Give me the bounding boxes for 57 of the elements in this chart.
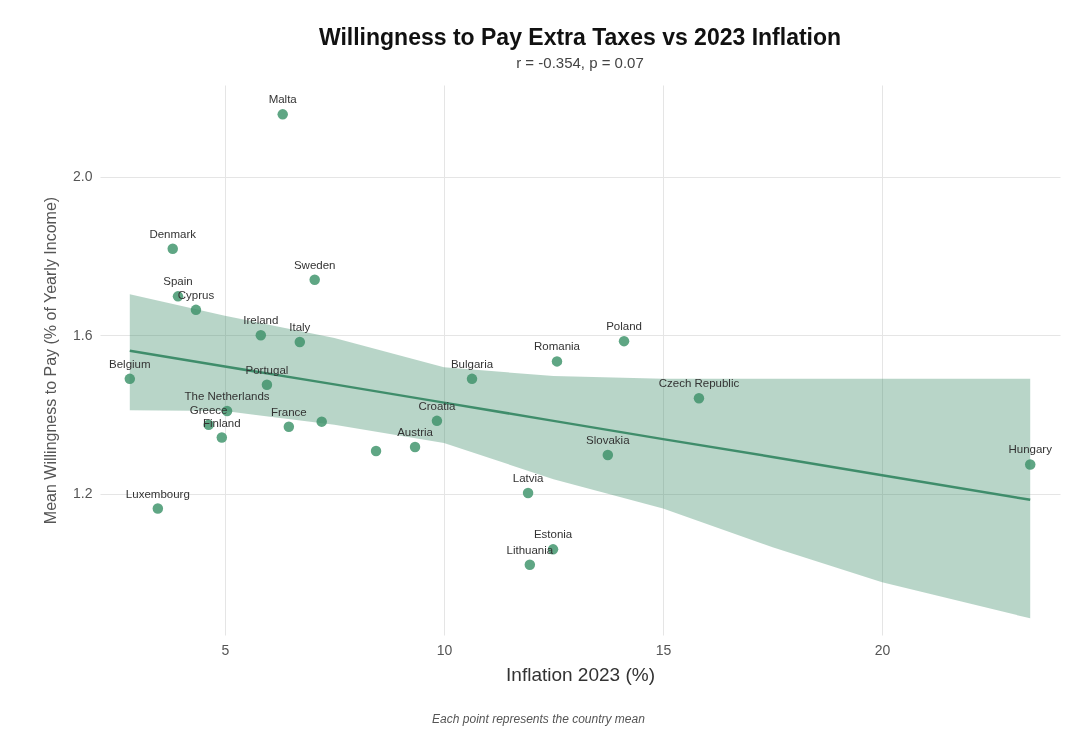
annotation: Luxembourg — [125, 487, 190, 500]
annotation: Estonia — [533, 528, 573, 541]
point — [524, 559, 536, 571]
point — [693, 393, 705, 404]
annotation: Spain — [163, 275, 193, 288]
point — [261, 379, 273, 391]
annotation: France — [270, 405, 307, 418]
chart-title: Willingness to Pay Extra Taxes vs 2023 Inflation — [318, 24, 842, 50]
annotation: Latvia — [512, 472, 545, 485]
annotation: Croatia — [418, 399, 457, 412]
y-tick-label: 2.0 — [73, 168, 93, 185]
annotation: Austria — [397, 426, 434, 439]
x-tick-label: 5 — [221, 641, 230, 658]
point — [602, 449, 614, 461]
annotation: Ireland — [243, 314, 279, 327]
annotation: Hungary — [1008, 443, 1053, 456]
point — [316, 416, 327, 427]
point — [309, 274, 320, 285]
point — [216, 432, 228, 443]
annotation: Greece — [189, 403, 228, 416]
annotation: Denmark — [149, 227, 197, 240]
annotation: Belgium — [109, 357, 151, 370]
y-axis-title: Mean Willingness to Pay (% of Yearly Income) — [42, 196, 60, 525]
point — [277, 109, 288, 120]
point — [283, 421, 295, 433]
x-tick-label: 20 — [874, 641, 891, 658]
text: Each point represents the country mean — [431, 712, 646, 726]
annotation: The Netherlands — [184, 389, 270, 402]
annotation: Slovakia — [586, 433, 631, 446]
x-tick-label: 10 — [436, 641, 453, 658]
y-tick-label: 1.6 — [73, 326, 93, 343]
point — [255, 329, 267, 341]
point — [466, 373, 478, 385]
annotation: Bulgaria — [450, 357, 494, 370]
x-axis-title: Inflation 2023 (%) — [506, 663, 655, 685]
point — [1024, 459, 1036, 470]
point — [167, 243, 178, 254]
point — [190, 304, 202, 316]
point — [551, 356, 563, 367]
point — [370, 445, 382, 457]
x-tick-label: 15 — [655, 641, 672, 658]
point — [431, 415, 443, 427]
annotation: Romania — [533, 340, 581, 353]
y-tick-label: 1.2 — [73, 485, 93, 502]
annotation: Malta — [268, 93, 298, 106]
point — [124, 373, 136, 385]
point — [618, 335, 630, 347]
annotation: Poland — [606, 320, 642, 333]
annotation: Czech Republic — [658, 377, 740, 390]
chart-subtitle: r = -0.354, p = 0.07 — [516, 54, 644, 71]
point — [152, 503, 164, 514]
point — [294, 336, 306, 348]
annotation: Portugal — [245, 363, 289, 376]
annotation: Italy — [289, 320, 311, 333]
annotation: Sweden — [293, 258, 336, 271]
point — [522, 487, 534, 499]
point — [409, 441, 421, 453]
